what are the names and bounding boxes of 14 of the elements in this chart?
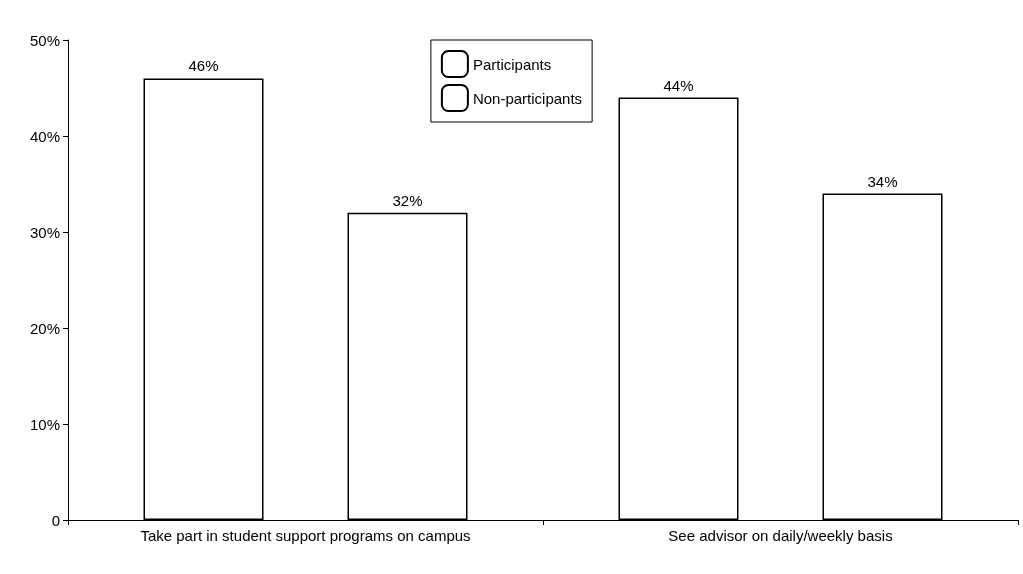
y-tick-label: 50% [29, 31, 60, 49]
y-tick-label: 30% [29, 223, 60, 241]
legend-label: Participants [472, 55, 552, 73]
data-label: 46% [188, 57, 219, 75]
legend-label: Non-participants [472, 89, 583, 107]
y-tick-label: 0 [51, 511, 60, 529]
data-label: 32% [392, 191, 423, 209]
x-tick-label: Take part in student support programs on campus [140, 527, 471, 544]
data-label: 34% [867, 172, 898, 190]
y-tick-label: 20% [29, 319, 60, 337]
y-tick-label: 40% [29, 127, 60, 145]
x-tick-label: See advisor on daily/weekly basis [668, 527, 893, 544]
y-tick-label: 10% [29, 415, 60, 433]
data-label: 44% [663, 76, 694, 94]
